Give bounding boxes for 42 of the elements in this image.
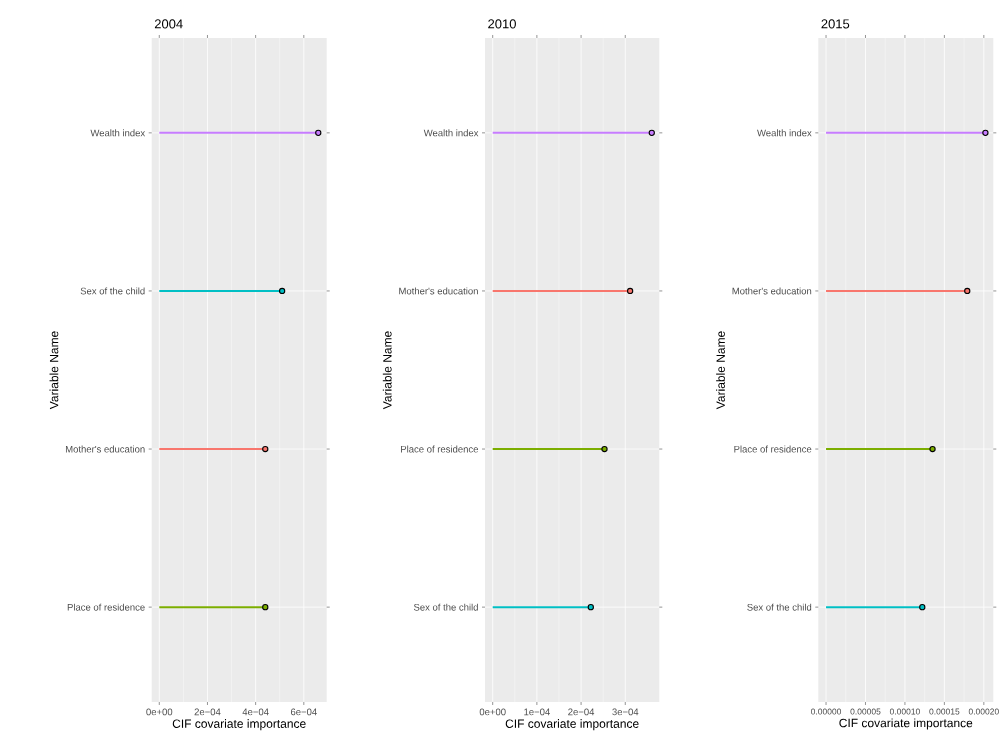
- x-tick-label: 0.00005: [850, 708, 881, 715]
- point: [648, 129, 655, 136]
- x-axis-title: CIF covariate importance: [172, 719, 306, 731]
- x-tick-label: 3e−04: [612, 708, 639, 716]
- x-tick-label: 2e−04: [568, 708, 595, 716]
- point: [919, 603, 926, 611]
- y-tick-label: Place of residence: [67, 603, 145, 611]
- chart-title: 2015: [821, 19, 850, 29]
- x-tick-label: 4e−04: [242, 708, 269, 716]
- y-tick-label: Mother's education: [399, 287, 478, 295]
- x-tick-label: 0.00000: [811, 708, 842, 715]
- y-tick-label: Wealth index: [90, 129, 146, 137]
- y-tick-label: Wealth index: [423, 129, 479, 137]
- x-tick-label: 0.00010: [889, 708, 920, 715]
- y-tick-label: Place of residence: [734, 445, 812, 453]
- chart-title: 2010: [488, 19, 516, 29]
- point: [626, 287, 634, 295]
- point: [929, 445, 936, 453]
- point: [601, 445, 608, 453]
- x-tick-label: 1e−04: [524, 708, 550, 716]
- y-tick-label: Sex of the child: [747, 603, 812, 611]
- y-tick-label: Mother's education: [732, 287, 812, 295]
- y-tick-label: Wealth index: [757, 129, 812, 137]
- y-tick-label: Mother's education: [65, 445, 145, 453]
- x-tick-label: 2e−04: [194, 708, 221, 716]
- x-axis-title: CIF covariate importance: [505, 719, 639, 731]
- point: [982, 129, 989, 136]
- chart-title: 2004: [154, 19, 183, 29]
- y-axis-title: Variable Name: [716, 331, 725, 410]
- y-tick-label: Place of residence: [401, 445, 479, 453]
- x-tick-label: 0.00020: [968, 708, 999, 715]
- point: [964, 287, 971, 295]
- x-tick-label: 6e−04: [290, 708, 317, 716]
- x-tick-label: 0e+00: [479, 708, 506, 716]
- point: [587, 603, 594, 611]
- x-tick-label: 0e+00: [146, 708, 173, 716]
- y-tick-label: Sex of the child: [80, 287, 145, 295]
- y-axis-title: Variable Name: [382, 331, 392, 410]
- x-axis-title: CIF covariate importance: [839, 718, 973, 730]
- x-tick-label: 0.00015: [929, 708, 960, 715]
- y-tick-label: Sex of the child: [413, 603, 478, 611]
- y-axis-title: Variable Name: [49, 331, 59, 410]
